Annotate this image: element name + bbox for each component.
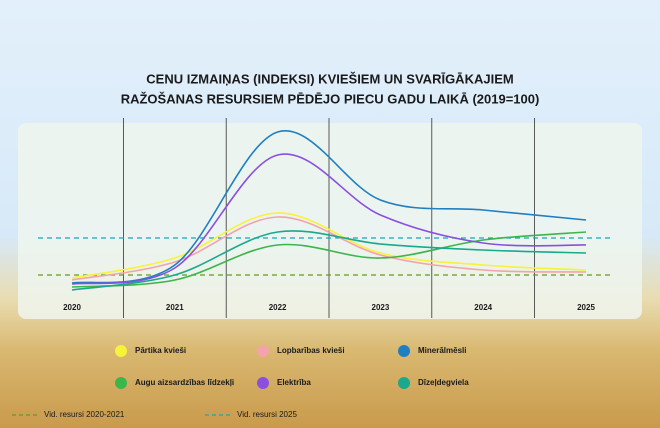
legend-label: Minerālmēsli [418,346,466,355]
x-tick-label: 2021 [166,303,184,312]
series-line [71,230,587,291]
legend-label: Pārtika kvieši [135,346,186,355]
legend-label: Elektrība [277,378,311,387]
series-line [71,216,587,281]
plot-panel [18,123,642,319]
series-line [71,130,587,284]
legend-marker [398,345,410,357]
legend-marker [115,377,127,389]
x-tick-label: 2025 [577,303,595,312]
x-tick-label: 2022 [269,303,287,312]
x-tick-label: 2024 [474,303,492,312]
legend-marker [115,345,127,357]
series-line [71,212,587,279]
legend-marker [257,377,269,389]
series-line [71,153,587,285]
x-tick-label: 2020 [63,303,81,312]
legend-marker [398,377,410,389]
series-line [71,231,587,288]
legend-label: Augu aizsardzības līdzekļi [135,378,234,387]
legend-label: Vid. resursi 2025 [237,410,297,419]
legend-label: Vid. resursi 2020-2021 [44,410,125,419]
legend-marker [257,345,269,357]
x-tick-label: 2023 [372,303,390,312]
legend-label: Dīzeļdegviela [418,378,469,387]
chart-title: CENU IZMAIŅAS (INDEKSI) KVIEŠIEM UN SVAR… [146,71,513,86]
chart-title: RAŽOŠANAS RESURSIEM PĒDĒJO PIECU GADU LA… [121,91,540,106]
legend-label: Lopbarības kvieši [277,346,345,355]
